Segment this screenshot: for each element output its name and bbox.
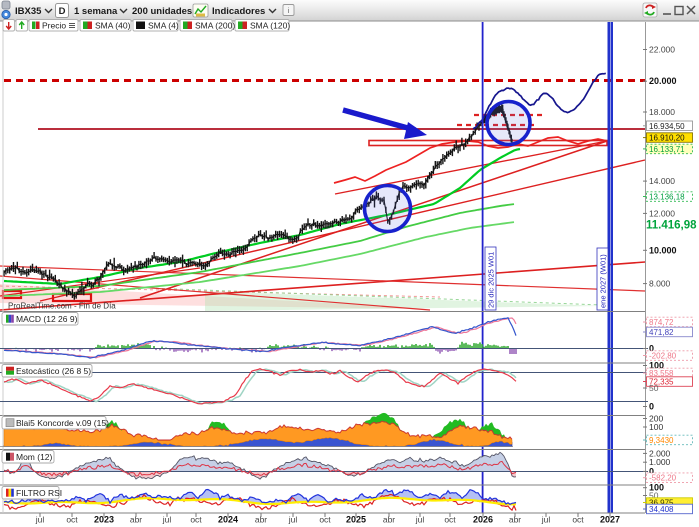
svg-text:100: 100 (649, 483, 664, 493)
svg-text:471,82: 471,82 (649, 328, 674, 337)
svg-text:Indicadores: Indicadores (212, 6, 265, 17)
svg-text:IBX35: IBX35 (15, 6, 42, 17)
svg-text:8.000: 8.000 (649, 279, 671, 289)
svg-text:20.000: 20.000 (649, 76, 677, 86)
svg-text:9,3430: 9,3430 (649, 436, 674, 445)
svg-text:2024: 2024 (218, 515, 238, 525)
svg-text:oct: oct (319, 515, 331, 525)
svg-text:jul: jul (541, 515, 551, 525)
svg-text:Blai5 Koncorde v.09 (15): Blai5 Koncorde v.09 (15) (16, 418, 109, 428)
svg-text:13.136,18: 13.136,18 (649, 193, 685, 202)
svg-text:2.000: 2.000 (649, 448, 671, 458)
svg-text:Precio: Precio (42, 21, 66, 31)
svg-text:oct: oct (66, 515, 78, 525)
svg-text:16.934,50: 16.934,50 (649, 122, 685, 131)
svg-text:14.000: 14.000 (649, 176, 675, 186)
svg-text:-582,20: -582,20 (649, 474, 677, 483)
svg-text:FILTRO RSI: FILTRO RSI (16, 488, 62, 498)
svg-text:ene 2027 (W01): ene 2027 (W01) (599, 254, 608, 308)
svg-text:200: 200 (649, 414, 663, 424)
svg-text:34,408: 34,408 (649, 505, 674, 514)
svg-text:ProRealTime.com - Fin de Día: ProRealTime.com - Fin de Día (8, 302, 116, 311)
svg-text:SMA (120): SMA (120) (250, 21, 290, 31)
svg-text:100: 100 (649, 422, 663, 432)
svg-text:2023: 2023 (94, 515, 114, 525)
svg-text:50: 50 (649, 383, 659, 393)
svg-text:abr: abr (255, 515, 267, 525)
svg-text:D: D (59, 6, 66, 17)
svg-text:jul: jul (288, 515, 298, 525)
svg-text:abr: abr (509, 515, 521, 525)
svg-text:jul: jul (415, 515, 425, 525)
svg-text:83,558: 83,558 (649, 369, 674, 378)
svg-text:12.000: 12.000 (649, 208, 675, 218)
svg-text:SMA (200): SMA (200) (195, 21, 235, 31)
svg-text:SMA (40): SMA (40) (95, 21, 131, 31)
svg-text:18.000: 18.000 (649, 107, 675, 117)
svg-text:2027: 2027 (600, 515, 620, 525)
svg-text:29 dic 2025 W01: 29 dic 2025 W01 (487, 252, 496, 308)
svg-text:jul: jul (35, 515, 45, 525)
svg-text:Estocástico (26 8 5): Estocástico (26 8 5) (16, 366, 91, 376)
svg-text:50: 50 (649, 491, 659, 501)
svg-text:874,72: 874,72 (649, 318, 674, 327)
svg-text:36,975: 36,975 (649, 499, 674, 508)
svg-text:Mom (12): Mom (12) (16, 452, 53, 462)
svg-text:MACD (12 26 9): MACD (12 26 9) (16, 314, 78, 324)
svg-text:i: i (288, 6, 290, 15)
svg-text:oct: oct (444, 515, 456, 525)
svg-text:200 unidades: 200 unidades (132, 6, 192, 17)
svg-text:0: 0 (649, 344, 654, 354)
svg-text:72,335: 72,335 (649, 378, 674, 387)
svg-text:2026: 2026 (473, 515, 493, 525)
svg-text:16.910,20: 16.910,20 (649, 134, 685, 143)
svg-text:10.000: 10.000 (649, 245, 677, 255)
svg-text:100: 100 (649, 361, 664, 371)
svg-text:abr: abr (130, 515, 142, 525)
svg-text:22.000: 22.000 (649, 45, 675, 55)
svg-text:2025: 2025 (346, 515, 366, 525)
svg-text:1.000: 1.000 (649, 457, 671, 467)
svg-text:oct: oct (190, 515, 202, 525)
svg-text:1 semana: 1 semana (74, 6, 118, 17)
svg-text:oct: oct (572, 515, 584, 525)
svg-text:-202,80: -202,80 (649, 352, 677, 361)
svg-text:0: 0 (649, 466, 654, 476)
svg-text:0: 0 (649, 402, 654, 412)
svg-text:11.416,98: 11.416,98 (646, 220, 697, 232)
svg-text:SMA (4): SMA (4) (148, 21, 179, 31)
svg-text:jul: jul (162, 515, 172, 525)
svg-text:abr: abr (383, 515, 395, 525)
svg-text:16.133,71: 16.133,71 (649, 145, 685, 154)
